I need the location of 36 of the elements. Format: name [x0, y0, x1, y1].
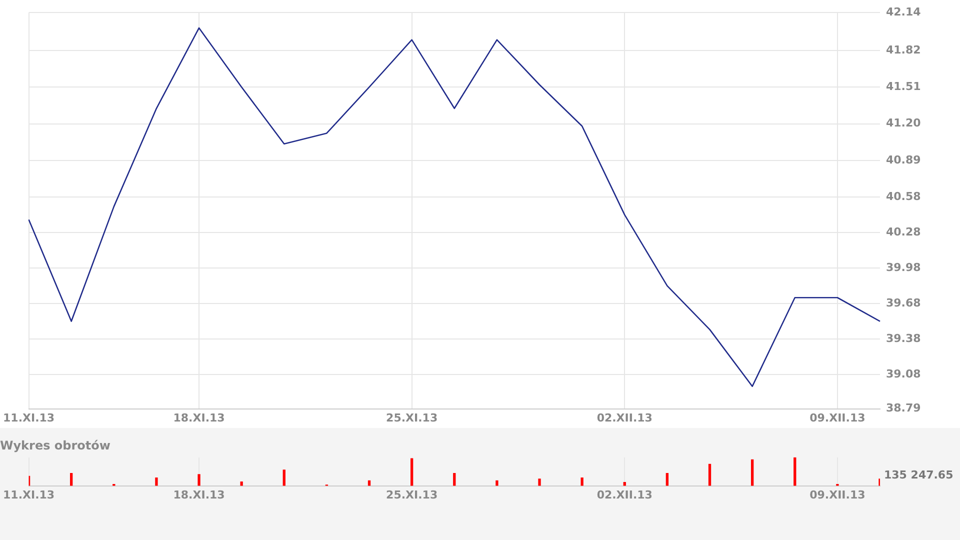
y-tick-label: 40.58	[886, 190, 921, 203]
x-tick-label: 11.XI.13	[3, 488, 55, 502]
y-tick-label: 41.82	[886, 43, 921, 56]
bar	[538, 478, 541, 486]
y-tick-label: 40.89	[886, 153, 921, 166]
y-tick-label: 41.51	[886, 80, 921, 93]
x-tick-label: 25.XI.13	[386, 488, 438, 502]
bar	[155, 478, 158, 486]
bar	[794, 457, 796, 486]
bar	[282, 470, 286, 486]
x-tick-label: 02.XII.13	[596, 488, 652, 502]
bar	[750, 459, 754, 486]
bar	[70, 472, 73, 486]
x-tick-label: 18.XI.13	[173, 411, 225, 424]
y-tick-label: 41.20	[886, 116, 922, 130]
x-tick-label: 02.XII.13	[596, 411, 652, 424]
y-tick-label: 40.28	[886, 225, 921, 238]
x-tick-label: 11.XI.13	[3, 411, 55, 424]
y-tick-label: 38.79	[886, 402, 921, 415]
bar	[708, 464, 712, 486]
bar	[580, 478, 584, 486]
y-tick-label: 39.98	[886, 260, 921, 274]
bar	[453, 472, 456, 486]
bar	[666, 472, 669, 486]
y-tick-label: 42.14	[886, 5, 922, 18]
y-tick-label: 39.68	[886, 296, 921, 310]
x-tick-label: 18.XI.13	[173, 488, 225, 502]
bar	[496, 480, 498, 486]
y-tick-label: 39.38	[886, 332, 921, 345]
chart-title: Wykres obrotów	[0, 438, 110, 452]
x-tick-label: 09.XII.13	[810, 411, 866, 424]
text: 135 247.65	[884, 468, 954, 482]
x-tick-label: 09.XII.13	[810, 488, 866, 502]
y-tick-label: 39.08	[886, 367, 921, 380]
x-tick-label: 25.XI.13	[386, 411, 438, 424]
bar	[198, 474, 200, 486]
